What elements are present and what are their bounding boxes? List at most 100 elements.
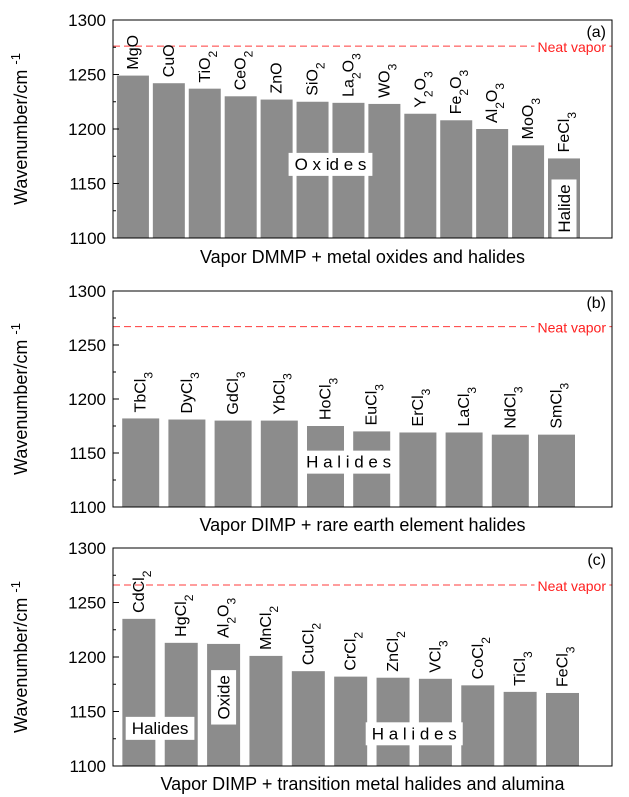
bar-GdCl3 (214, 420, 252, 507)
category-label-DyCl3: DyCl3 (179, 372, 202, 414)
neat-vapor-label-gap (534, 323, 610, 330)
category-label-VCl3: VCl3 (427, 640, 450, 673)
y-tick-label: 1300 (68, 282, 106, 301)
group-label-box (551, 179, 577, 238)
bar-TbCl3 (122, 418, 160, 507)
bar-TiO2 (188, 88, 221, 238)
group-label-box (211, 670, 237, 725)
bar-NdCl3 (491, 434, 529, 507)
group-label: Halides (132, 719, 189, 738)
y-tick-label: 1300 (68, 11, 106, 30)
y-tick-label: 1250 (68, 594, 106, 613)
bar-DyCl3 (168, 419, 206, 507)
bar-SmCl3 (538, 434, 575, 507)
y-tick-label: 1200 (68, 648, 106, 667)
y-axis-label: Wavenumber/cm -1 (8, 581, 32, 733)
category-label-TbCl3: TbCl3 (133, 372, 156, 413)
bar-CuO (152, 83, 185, 238)
category-label-FeCl3: FeCl3 (555, 646, 578, 687)
category-label-WO3: WO3 (376, 63, 399, 98)
category-label-CrCl2: CrCl2 (343, 632, 366, 671)
category-label-TiO2: TiO2 (197, 50, 220, 82)
bar-WO3 (368, 103, 401, 239)
y-tick-label: 1150 (69, 444, 106, 463)
bar-ZnO (260, 99, 293, 238)
category-label-CuCl2: CuCl2 (300, 623, 323, 666)
bar-CeO2 (224, 96, 257, 238)
group-label: Halide (555, 184, 574, 232)
y-tick-label: 1250 (68, 336, 106, 355)
category-label-NdCl3: NdCl3 (502, 386, 525, 429)
category-label-YbCl3: YbCl3 (271, 373, 294, 415)
category-label-CuO: CuO (161, 44, 178, 77)
y-tick-label: 1200 (68, 120, 106, 139)
panel-label: (b) (586, 295, 606, 312)
category-label-ErCl3: ErCl3 (410, 388, 433, 426)
group-label: H a l i d e s (372, 724, 457, 743)
category-label-MoO3: MoO3 (520, 98, 543, 140)
category-label-MnCl2: MnCl2 (258, 606, 281, 650)
category-label-CeO2: CeO2 (233, 50, 256, 90)
panel-label: (a) (586, 24, 606, 41)
bar-HgCl2 (164, 642, 198, 766)
neat-vapor-label-gap (534, 582, 610, 589)
x-axis-label: Vapor DMMP + metal oxides and halides (200, 247, 525, 267)
bar-TiCl3 (503, 691, 537, 766)
category-label-ZnO: ZnO (269, 62, 286, 93)
category-label-FeCl3: FeCl3 (556, 112, 579, 153)
y-tick-label: 1150 (69, 175, 106, 194)
y-tick-label: 1200 (68, 390, 106, 409)
bar-Fe2O3 (440, 120, 473, 238)
category-label-CdCl2: CdCl2 (131, 570, 154, 613)
panel-label: (c) (587, 552, 606, 569)
chart-panel-3: CdCl2 HgCl2 Al2O3 MnCl2 CuCl2 CrCl2 ZnCl2 VCl3 C… (8, 539, 613, 794)
x-axis-label: Vapor DIMP + rare earth element halides (199, 515, 525, 535)
bar-Al2O3 (476, 129, 509, 238)
category-label-HgCl2: HgCl2 (173, 594, 196, 637)
y-tick-label: 1150 (69, 703, 106, 722)
category-label-EuCl3: EuCl3 (364, 384, 387, 426)
y-axis-label: Wavenumber/cm -1 (8, 323, 32, 475)
category-label-HoCl3: HoCl3 (318, 377, 341, 420)
category-label-ZnCl2: ZnCl2 (385, 631, 408, 672)
bar-Y2O3 (404, 113, 437, 238)
group-label-box (288, 152, 373, 176)
bar-ZnCl2 (376, 677, 410, 766)
category-label-TiCl3: TiCl3 (512, 651, 535, 686)
neat-vapor-label: Neat vapor (538, 578, 607, 594)
category-label-CoCl2: CoCl2 (470, 637, 493, 680)
y-tick-label: 1250 (68, 66, 106, 85)
bar-MoO3 (512, 145, 545, 238)
category-label-Al2O3: Al2O3 (216, 598, 239, 638)
bar-CuCl2 (291, 671, 325, 766)
category-label-MgO: MgO (125, 35, 142, 70)
category-label-Al2O3: Al2O3 (484, 83, 507, 123)
category-label-Fe2O3: Fe2O3 (448, 69, 471, 114)
group-label: Oxide (215, 675, 234, 719)
category-label-SiO2: SiO2 (305, 62, 328, 96)
category-label-GdCl3: GdCl3 (225, 371, 248, 414)
y-tick-label: 1100 (69, 757, 106, 776)
neat-vapor-label-gap (534, 43, 610, 50)
chart-panel-2: TbCl3 DyCl3 GdCl3 YbCl3 HoCl3 EuCl3 ErCl3 LaCl3… (8, 282, 613, 535)
bar-CrCl2 (334, 676, 368, 766)
neat-vapor-label: Neat vapor (538, 39, 607, 55)
category-label-SmCl3: SmCl3 (549, 383, 572, 429)
y-tick-label: 1100 (69, 498, 106, 517)
x-axis-label: Vapor DIMP + transition metal halides an… (160, 774, 565, 794)
group-label-box (300, 450, 398, 474)
group-label: O x id e s (295, 155, 367, 174)
bar-ErCl3 (399, 432, 437, 507)
panels: MgO CuO TiO2 CeO2 ZnO SiO2 La2O3 WO3 Y2O3 Fe2O3 Al… (8, 11, 613, 794)
bar-MnCl2 (249, 655, 283, 766)
group-label-box (125, 716, 195, 740)
bar-CoCl2 (461, 685, 495, 766)
y-axis-label: Wavenumber/cm -1 (8, 53, 32, 205)
bar-LaCl3 (445, 432, 483, 507)
category-label-LaCl3: LaCl3 (456, 387, 479, 427)
category-label-La2O3: La2O3 (340, 53, 363, 97)
y-tick-label: 1300 (68, 539, 106, 558)
chart-panel-1: MgO CuO TiO2 CeO2 ZnO SiO2 La2O3 WO3 Y2O3 Fe2O3 Al… (8, 11, 613, 267)
bar-FeCl3 (546, 692, 579, 766)
